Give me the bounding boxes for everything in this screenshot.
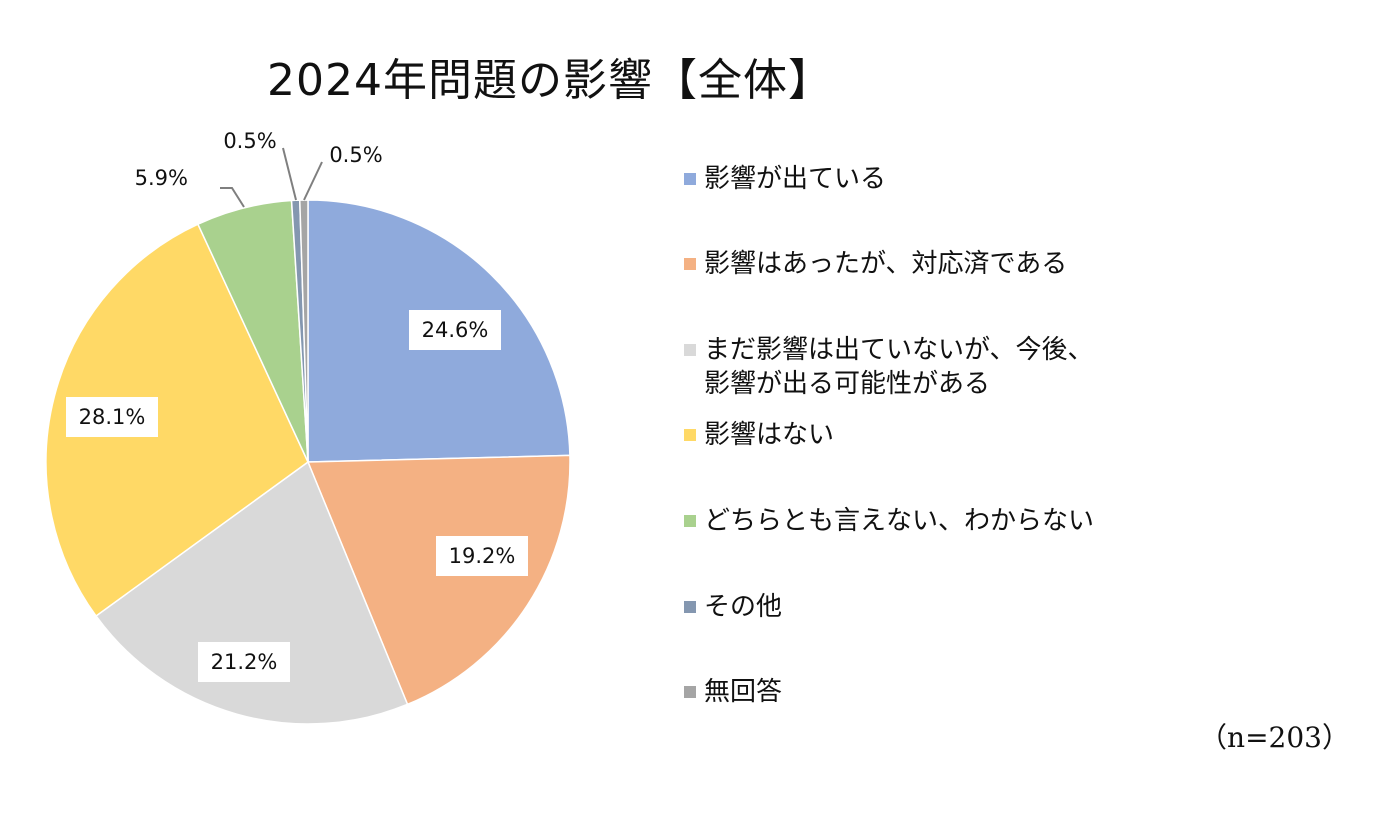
legend-label: その他 [704,592,783,622]
legend-item: どちらとも言えない、わからない [684,504,1094,538]
data-label: 5.9% [135,166,188,190]
data-label: 21.2% [211,650,278,674]
legend-item: 影響が出ている [684,162,886,196]
legend-item: その他 [684,590,782,624]
leader-line [282,147,297,201]
legend-label: 影響はあったが、対応済である [704,249,1068,279]
legend-swatch [684,515,696,527]
data-label-box [436,536,528,576]
data-label-box [409,310,501,350]
pie-slice [298,199,309,463]
pie-slice [306,454,571,706]
legend-label: 影響が出ている [704,164,887,194]
pie-slice [94,460,409,725]
legend-item: 無回答 [684,675,782,709]
leader-line [220,187,245,208]
data-label: 28.1% [79,405,146,429]
legend-label: 影響はない [704,420,835,450]
legend-item: 影響はない [684,418,834,452]
legend-label: どちらとも言えない、わからない [704,506,1095,536]
chart-title: 2024年問題の影響【全体】 [267,55,833,106]
data-label: 0.5% [329,143,382,167]
legend-swatch [684,258,696,270]
legend-swatch [684,344,696,356]
leader-line [303,161,323,201]
data-label-box [198,642,290,682]
data-label: 19.2% [449,544,516,568]
data-label: 24.6% [422,318,489,342]
data-label: 0.5% [223,129,276,153]
sample-size-note: （n=203） [1199,721,1350,754]
legend-swatch [684,601,696,613]
legend-swatch [684,429,696,441]
legend-swatch [684,686,696,698]
data-label-box [66,397,158,437]
legend-label: まだ影響は出ていないが、今後、 影響が出る可能性がある [704,335,1094,399]
legend-item: 影響はあったが、対応済である [684,247,1067,281]
legend-swatch [684,173,696,185]
legend-label: 無回答 [704,677,783,707]
legend-item: まだ影響は出ていないが、今後、 影響が出る可能性がある [684,333,1093,401]
